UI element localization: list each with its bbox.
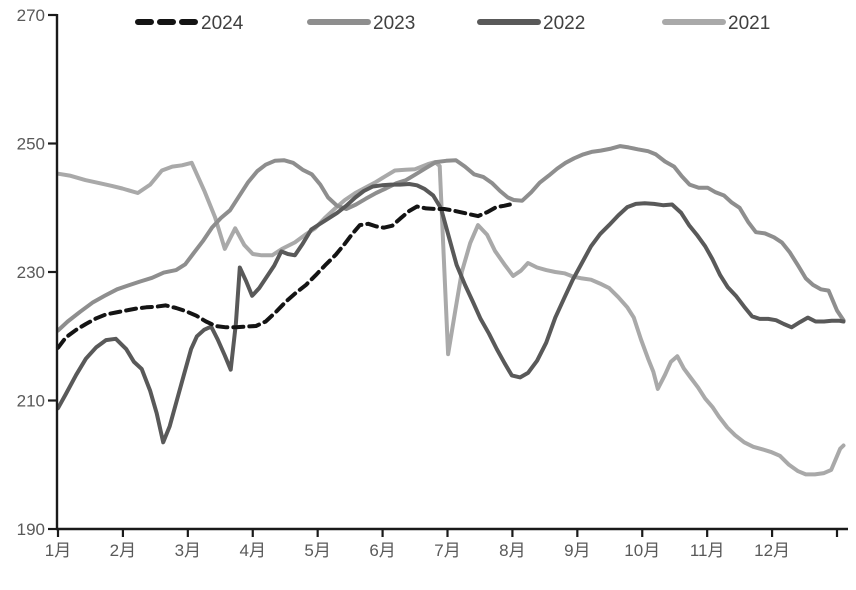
series-line-2024 [56, 202, 512, 350]
legend-label-2022: 2022 [543, 13, 585, 34]
x-tick-label: 5月 [304, 541, 330, 560]
x-tick-label: 8月 [499, 541, 525, 560]
x-tick-label: 10月 [624, 541, 660, 560]
x-tick-label: 7月 [434, 541, 460, 560]
series-line-2023 [56, 144, 846, 333]
y-tick-label: 190 [17, 520, 45, 539]
legend-label-2021: 2021 [728, 13, 770, 34]
series-line-2022 [56, 182, 846, 445]
legend-label-2024: 2024 [201, 13, 244, 34]
x-tick-label: 2月 [110, 541, 136, 560]
x-tick-label: 12月 [754, 541, 790, 560]
legend-label-2023: 2023 [373, 13, 415, 34]
x-tick-label: 6月 [369, 541, 395, 560]
x-tick-label: 4月 [240, 541, 266, 560]
x-tick-label: 11月 [690, 541, 725, 560]
y-tick-label: 250 [17, 135, 45, 154]
y-tick-label: 210 [17, 392, 45, 411]
x-tick-label: 9月 [564, 541, 590, 560]
x-tick-label: 1月 [45, 541, 71, 560]
series-line-2021 [56, 160, 846, 477]
y-tick-label: 230 [17, 263, 45, 282]
x-tick-label: 3月 [175, 541, 201, 560]
y-tick-label: 270 [17, 6, 45, 25]
